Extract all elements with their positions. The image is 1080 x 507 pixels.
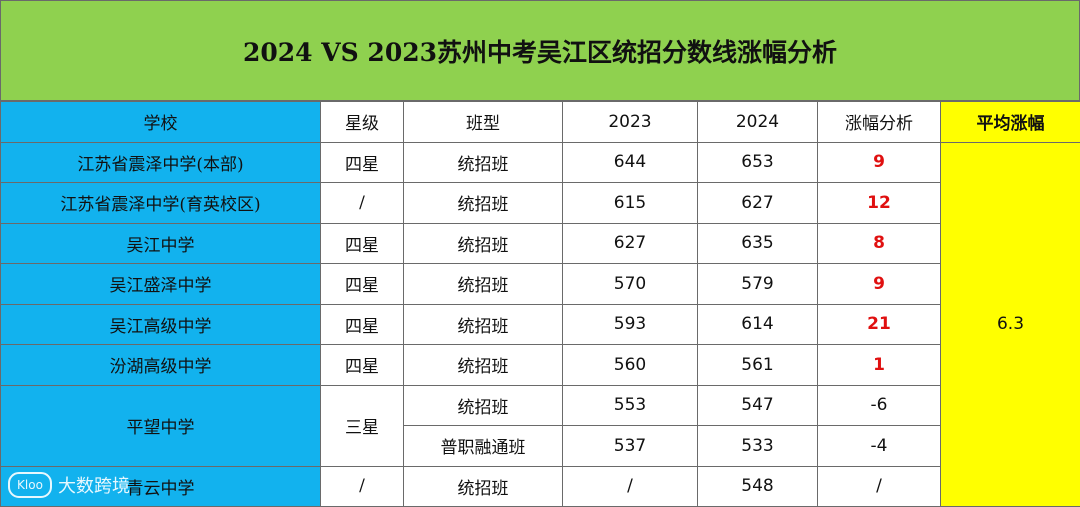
score-2024-cell: 561: [698, 345, 818, 386]
page-title: 2024 VS 2023苏州中考吴江区统招分数线涨幅分析: [0, 0, 1080, 101]
score-2023-cell: 570: [563, 264, 698, 305]
table-row: 江苏省震泽中学(育英校区) / 统招班 615 627 12: [1, 183, 1080, 224]
class-type-cell: 统招班: [404, 142, 563, 183]
star-cell: 四星: [321, 142, 404, 183]
change-cell: 9: [818, 142, 941, 183]
score-2024-cell: 547: [698, 385, 818, 426]
change-cell: 12: [818, 183, 941, 224]
brand-mark-icon: Kloo: [8, 472, 52, 498]
header-row: 学校 星级 班型 2023 2024 涨幅分析 平均涨幅: [1, 102, 1080, 143]
star-cell: 四星: [321, 223, 404, 264]
class-type-cell: 统招班: [404, 304, 563, 345]
score-2023-cell: 615: [563, 183, 698, 224]
header-class-type: 班型: [404, 102, 563, 143]
table-row: 吴江盛泽中学 四星 统招班 570 579 9: [1, 264, 1080, 305]
table-row: 青云中学 / 统招班 / 548 /: [1, 466, 1080, 507]
school-cell: 吴江中学: [1, 223, 321, 264]
score-2024-cell: 627: [698, 183, 818, 224]
change-cell: 8: [818, 223, 941, 264]
score-2023-cell: 560: [563, 345, 698, 386]
star-cell: /: [321, 466, 404, 507]
star-cell: /: [321, 183, 404, 224]
header-2023: 2023: [563, 102, 698, 143]
score-2023-cell: 593: [563, 304, 698, 345]
header-2024: 2024: [698, 102, 818, 143]
header-school: 学校: [1, 102, 321, 143]
change-cell: 21: [818, 304, 941, 345]
class-type-cell: 统招班: [404, 183, 563, 224]
table-row: 汾湖高级中学 四星 统招班 560 561 1: [1, 345, 1080, 386]
change-cell: /: [818, 466, 941, 507]
score-2023-cell: 627: [563, 223, 698, 264]
table-row: 吴江高级中学 四星 统招班 593 614 21: [1, 304, 1080, 345]
change-cell: 9: [818, 264, 941, 305]
change-cell: -4: [818, 426, 941, 467]
class-type-cell: 统招班: [404, 223, 563, 264]
score-2024-cell: 635: [698, 223, 818, 264]
score-2024-cell: 653: [698, 142, 818, 183]
school-cell: 江苏省震泽中学(育英校区): [1, 183, 321, 224]
class-type-cell: 统招班: [404, 466, 563, 507]
brand-logo: Kloo 大数跨境: [8, 470, 130, 500]
score-table: 学校 星级 班型 2023 2024 涨幅分析 平均涨幅 江苏省震泽中学(本部)…: [0, 101, 1080, 507]
table-row: 吴江中学 四星 统招班 627 635 8: [1, 223, 1080, 264]
score-2023-cell: 537: [563, 426, 698, 467]
average-cell: 6.3: [941, 142, 1080, 507]
table-row: 平望中学 三星 统招班 553 547 -6: [1, 385, 1080, 426]
school-cell: 吴江盛泽中学: [1, 264, 321, 305]
school-cell: 汾湖高级中学: [1, 345, 321, 386]
score-2023-cell: 644: [563, 142, 698, 183]
score-2023-cell: /: [563, 466, 698, 507]
score-2024-cell: 548: [698, 466, 818, 507]
star-cell: 四星: [321, 345, 404, 386]
change-cell: 1: [818, 345, 941, 386]
star-cell: 三星: [321, 385, 404, 466]
header-change: 涨幅分析: [818, 102, 941, 143]
star-cell: 四星: [321, 264, 404, 305]
score-2023-cell: 553: [563, 385, 698, 426]
class-type-cell: 统招班: [404, 264, 563, 305]
score-2024-cell: 614: [698, 304, 818, 345]
class-type-cell: 普职融通班: [404, 426, 563, 467]
school-cell: 平望中学: [1, 385, 321, 466]
brand-name: 大数跨境: [58, 472, 130, 498]
school-cell: 吴江高级中学: [1, 304, 321, 345]
header-average: 平均涨幅: [941, 102, 1080, 143]
table-row: 江苏省震泽中学(本部) 四星 统招班 644 653 9 6.3: [1, 142, 1080, 183]
star-cell: 四星: [321, 304, 404, 345]
school-cell: 江苏省震泽中学(本部): [1, 142, 321, 183]
header-star: 星级: [321, 102, 404, 143]
score-2024-cell: 533: [698, 426, 818, 467]
change-cell: -6: [818, 385, 941, 426]
class-type-cell: 统招班: [404, 345, 563, 386]
score-2024-cell: 579: [698, 264, 818, 305]
class-type-cell: 统招班: [404, 385, 563, 426]
